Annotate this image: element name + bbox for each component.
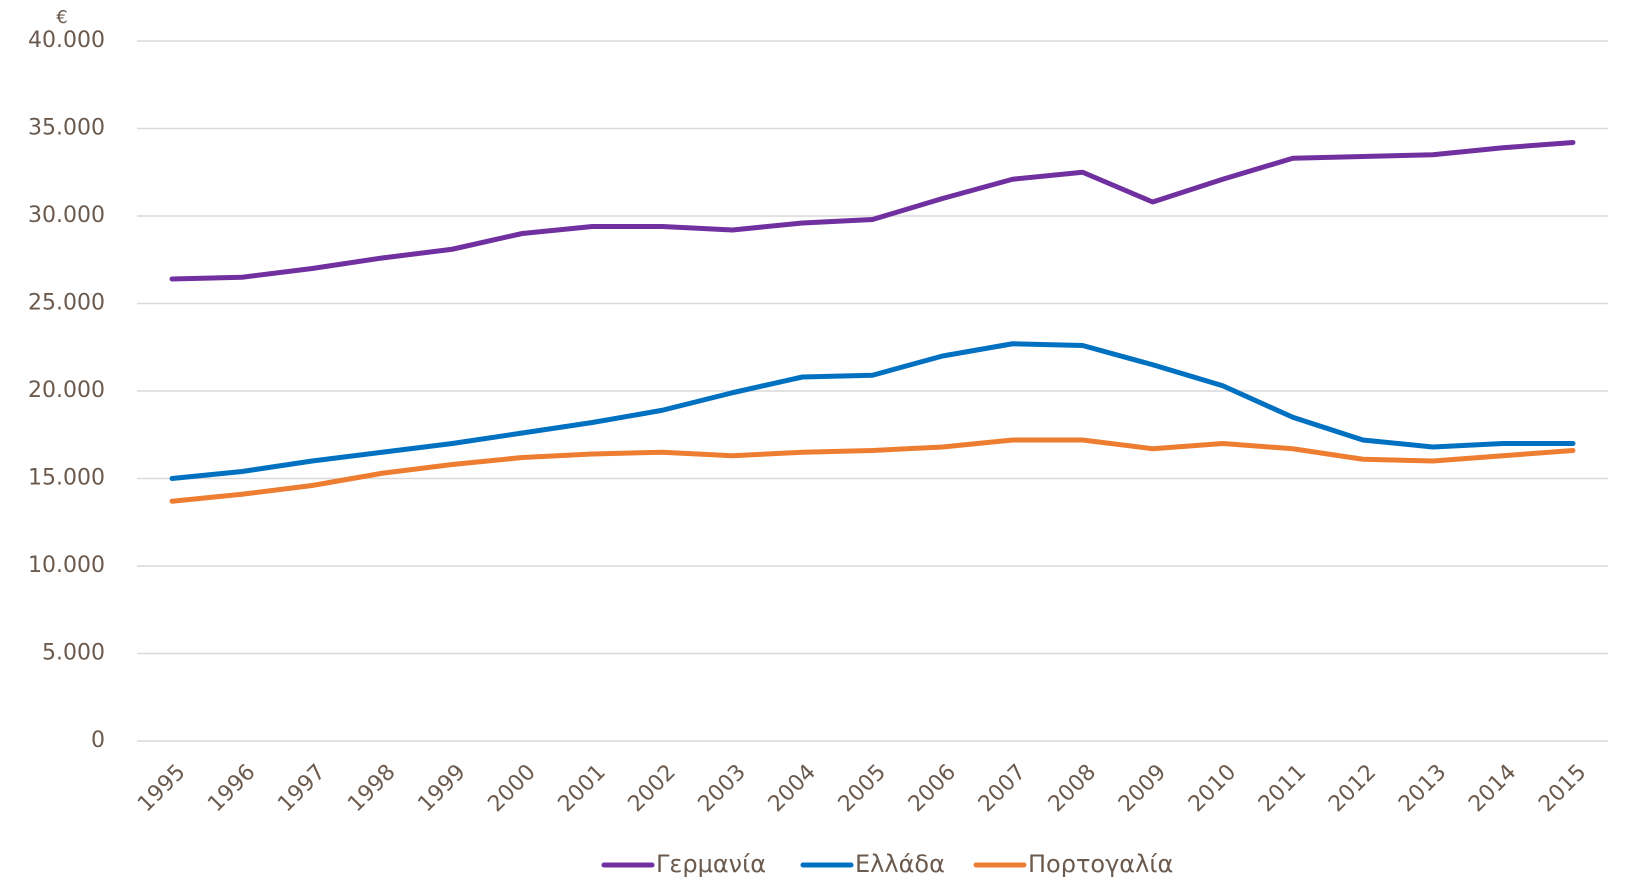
y-unit: € — [56, 7, 67, 28]
x-tick-label: 1996 — [203, 760, 260, 817]
x-tick-label: 2003 — [694, 760, 751, 817]
x-tick-label: 2013 — [1394, 760, 1451, 817]
x-tick-label: 2004 — [764, 760, 821, 817]
legend-label: Πορτογαλία — [1028, 850, 1173, 878]
y-tick-label: 15.000 — [28, 466, 105, 491]
y-tick-label: 0 — [91, 728, 105, 753]
x-tick-label: 2015 — [1534, 760, 1591, 817]
x-tick-label: 1997 — [273, 760, 330, 817]
x-tick-label: 2009 — [1114, 760, 1171, 817]
y-tick-label: 10.000 — [28, 553, 105, 578]
x-tick-label: 2011 — [1254, 760, 1311, 817]
x-tick-label: 2010 — [1184, 760, 1241, 817]
y-tick-label: 25.000 — [28, 291, 105, 316]
x-tick-label: 2008 — [1044, 760, 1101, 817]
x-tick-label: 2012 — [1324, 760, 1381, 817]
y-tick-label: 5.000 — [42, 641, 105, 666]
legend-label: Ελλάδα — [855, 850, 945, 878]
line-series — [169, 140, 1576, 282]
x-tick-label: 2014 — [1464, 760, 1521, 817]
x-tick-label: 2007 — [974, 760, 1031, 817]
x-tick-label: 1999 — [413, 760, 470, 817]
x-tick-label: 2000 — [483, 760, 540, 817]
x-tick-label: 1998 — [343, 760, 400, 817]
legend-label: Γερμανία — [656, 850, 766, 878]
y-tick-label: 20.000 — [28, 378, 105, 403]
line-series — [169, 437, 1576, 504]
x-tick-label: 1995 — [133, 760, 190, 817]
y-tick-label: 35.000 — [28, 116, 105, 141]
y-tick-label: 40.000 — [28, 28, 105, 53]
x-tick-label: 2006 — [904, 760, 961, 817]
x-tick-label: 2005 — [834, 760, 891, 817]
y-tick-label: 30.000 — [28, 203, 105, 228]
x-tick-label: 2001 — [554, 760, 611, 817]
line-series — [169, 341, 1576, 481]
x-tick-label: 2002 — [624, 760, 681, 817]
